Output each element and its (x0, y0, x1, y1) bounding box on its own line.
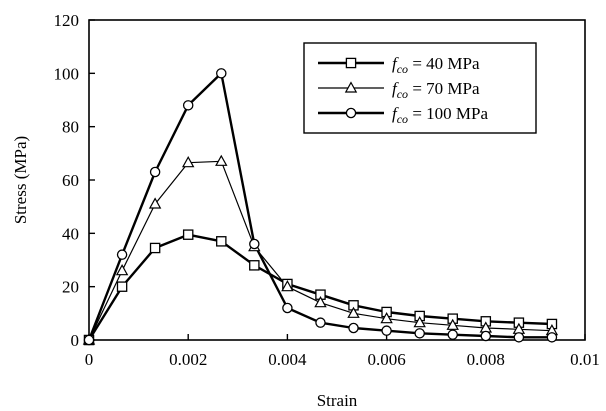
data-point-square (249, 260, 260, 271)
data-point-triangle (314, 296, 327, 308)
legend-marker-square (345, 57, 357, 69)
data-point-square (149, 242, 161, 254)
data-point-square (116, 281, 128, 292)
data-point-triangle (446, 318, 459, 330)
legend-label-rest: = 100 MPa (408, 104, 488, 123)
y-tick-label: 120 (54, 11, 80, 30)
legend-label: fco = 100 MPa (392, 104, 488, 126)
data-point-circle (414, 328, 425, 339)
x-axis-ticks: 0 0.002 0.004 0.006 0.008 0.01 (85, 334, 600, 369)
y-tick-label: 40 (62, 224, 79, 243)
y-tick-label: 20 (62, 278, 79, 297)
data-point-circle (249, 238, 260, 250)
legend-label-subscript: co (397, 62, 408, 76)
data-point-circle (480, 330, 492, 342)
x-tick-label: 0.002 (169, 350, 207, 369)
data-point-circle (513, 332, 525, 343)
x-tick-label: 0 (85, 350, 94, 369)
data-point-circle (216, 68, 227, 79)
legend-label-rest: = 40 MPa (408, 54, 480, 73)
data-point-circle (348, 322, 359, 334)
data-point-triangle (181, 156, 195, 168)
data-point-circle (546, 332, 558, 343)
data-point-triangle (347, 306, 360, 318)
y-tick-label: 0 (71, 331, 80, 350)
y-tick-label: 60 (62, 171, 79, 190)
y-tick-label: 100 (54, 64, 80, 83)
series-markers (82, 68, 559, 346)
legend-label-subscript: co (397, 112, 408, 126)
data-point-square (216, 236, 227, 247)
data-point-triangle (215, 154, 228, 166)
data-point-circle (116, 249, 128, 260)
data-point-circle (282, 302, 293, 314)
legend-label-italic: f (392, 54, 399, 73)
y-axis-label: Stress (MPa) (11, 136, 30, 224)
legend-label-rest: = 70 MPa (408, 79, 480, 98)
data-point-circle (149, 166, 161, 178)
data-point-circle (315, 317, 326, 328)
legend-label-subscript: co (397, 87, 408, 101)
x-axis-label: Strain (317, 391, 358, 410)
x-tick-label: 0.008 (467, 350, 505, 369)
legend-marker-circle (345, 107, 357, 119)
x-tick-label: 0.01 (570, 350, 600, 369)
data-point-triangle (413, 316, 426, 328)
data-point-circle (381, 325, 392, 336)
data-point-circle (447, 329, 458, 340)
data-point-triangle (281, 280, 294, 292)
y-tick-label: 80 (62, 118, 79, 137)
data-point-circle (182, 100, 194, 111)
y-axis-ticks: 0 20 40 60 80 100 120 (54, 11, 95, 350)
x-tick-label: 0.004 (268, 350, 307, 369)
legend-label-italic: f (392, 104, 399, 123)
legend-label: fco = 70 MPa (392, 79, 480, 101)
data-point-triangle (148, 197, 162, 209)
x-tick-label: 0.006 (367, 350, 405, 369)
legend-marker-triangle (344, 81, 358, 93)
data-point-square (182, 229, 194, 240)
data-point-circle (83, 334, 95, 346)
legend-label-italic: f (392, 79, 399, 98)
legend-label: fco = 40 MPa (392, 54, 480, 76)
data-point-triangle (380, 312, 393, 324)
data-point-triangle (115, 264, 129, 276)
